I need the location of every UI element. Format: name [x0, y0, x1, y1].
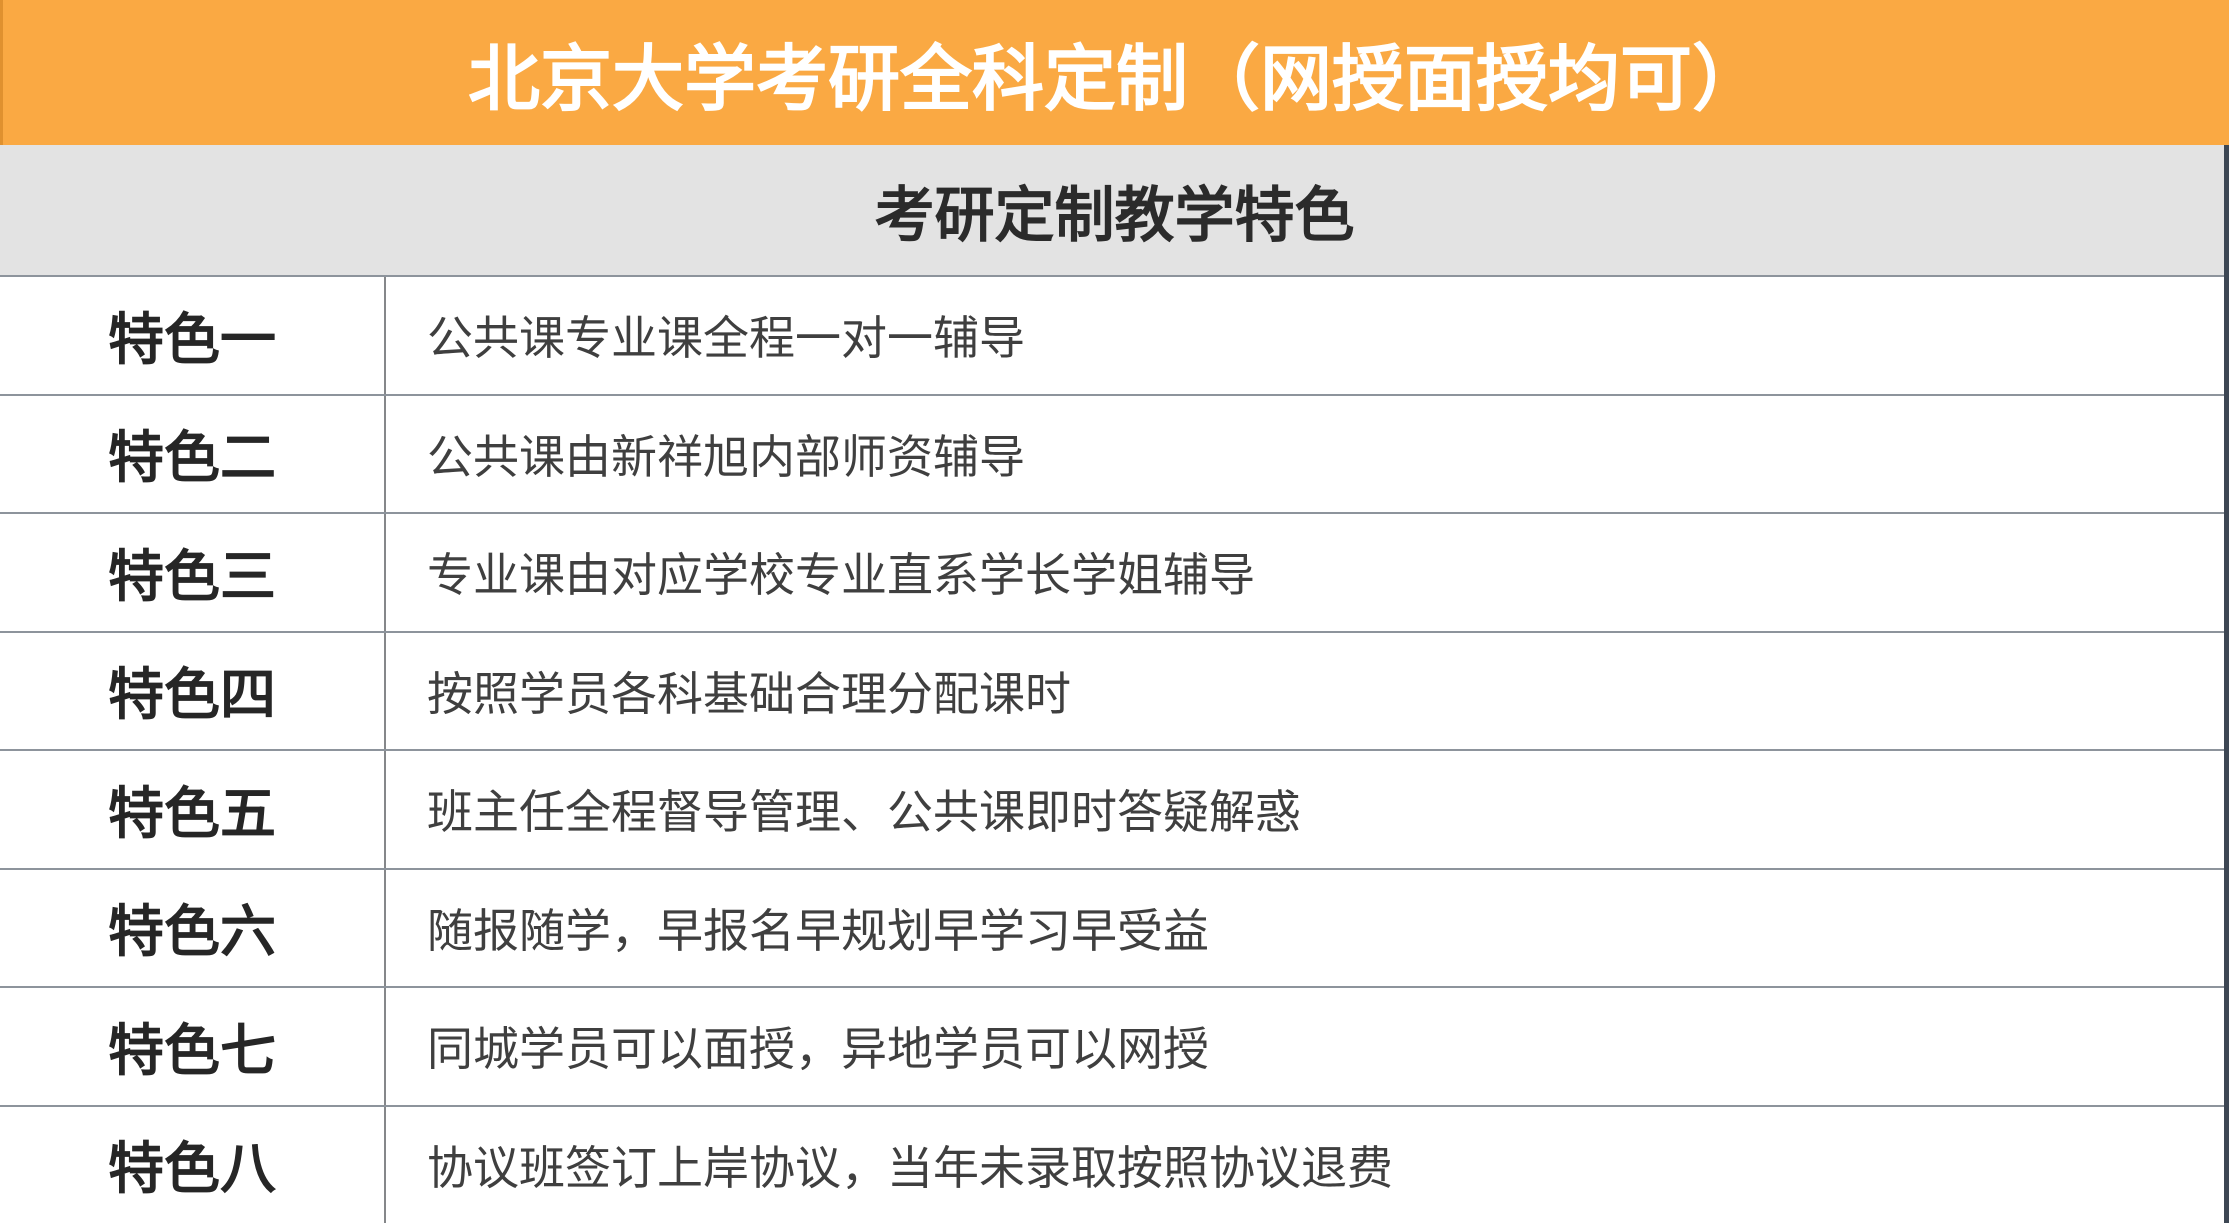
table-right-border — [2224, 145, 2229, 1223]
feature-description-cell: 随报随学，早报名早规划早学习早受益 — [386, 870, 2229, 987]
table-row: 特色八 协议班签订上岸协议，当年未录取按照协议退费 — [0, 1106, 2229, 1223]
feature-label: 特色一 — [108, 307, 276, 371]
feature-description-cell: 班主任全程督导管理、公共课即时答疑解惑 — [386, 751, 2229, 868]
table-row: 特色五 班主任全程督导管理、公共课即时答疑解惑 — [0, 751, 2229, 870]
table-row: 特色一 公共课专业课全程一对一辅导 — [0, 277, 2229, 396]
feature-description: 公共课专业课全程一对一辅导 — [427, 312, 1025, 365]
feature-label: 特色八 — [108, 1137, 276, 1201]
feature-description-cell: 专业课由对应学校专业直系学长学姐辅导 — [386, 514, 2229, 631]
banner-header: 北京大学考研全科定制（网授面授均可） — [0, 0, 2229, 145]
feature-label-cell: 特色五 — [0, 751, 386, 868]
feature-description: 随报随学，早报名早规划早学习早受益 — [427, 904, 1209, 957]
feature-label: 特色二 — [108, 426, 276, 490]
table-row: 特色七 同城学员可以面授，异地学员可以网授 — [0, 988, 2229, 1107]
table-row: 特色二 公共课由新祥旭内部师资辅导 — [0, 395, 2229, 514]
feature-table: 特色一 公共课专业课全程一对一辅导 特色二 公共课由新祥旭内部师资辅导 特色三 … — [0, 277, 2229, 1223]
feature-label-cell: 特色二 — [0, 395, 386, 512]
feature-label-cell: 特色三 — [0, 514, 386, 631]
feature-description: 协议班签订上岸协议，当年未录取按照协议退费 — [427, 1141, 1393, 1194]
feature-description-cell: 公共课专业课全程一对一辅导 — [386, 277, 2229, 394]
feature-label-cell: 特色七 — [0, 988, 386, 1105]
feature-label: 特色五 — [108, 781, 276, 845]
feature-label: 特色六 — [108, 900, 276, 964]
feature-description-cell: 协议班签订上岸协议，当年未录取按照协议退费 — [386, 1107, 2229, 1223]
section-title: 考研定制教学特色 — [874, 181, 1355, 249]
feature-label-cell: 特色一 — [0, 277, 386, 394]
feature-description-cell: 公共课由新祥旭内部师资辅导 — [386, 396, 2229, 513]
feature-description: 专业课由对应学校专业直系学长学姐辅导 — [427, 549, 1255, 602]
feature-description: 公共课由新祥旭内部师资辅导 — [427, 430, 1025, 483]
feature-label-cell: 特色四 — [0, 632, 386, 749]
feature-label: 特色四 — [108, 663, 276, 727]
feature-label: 特色七 — [108, 1018, 276, 1082]
feature-description: 按照学员各科基础合理分配课时 — [427, 667, 1071, 720]
feature-description-cell: 同城学员可以面授，异地学员可以网授 — [386, 988, 2229, 1105]
feature-description: 班主任全程督导管理、公共课即时答疑解惑 — [427, 786, 1301, 839]
feature-label-cell: 特色六 — [0, 869, 386, 986]
feature-label: 特色三 — [108, 544, 276, 608]
feature-description: 同城学员可以面授，异地学员可以网授 — [427, 1023, 1209, 1076]
table-row: 特色四 按照学员各科基础合理分配课时 — [0, 632, 2229, 751]
feature-label-cell: 特色八 — [0, 1106, 386, 1223]
section-header: 考研定制教学特色 — [0, 145, 2229, 277]
table-row: 特色三 专业课由对应学校专业直系学长学姐辅导 — [0, 514, 2229, 633]
feature-description-cell: 按照学员各科基础合理分配课时 — [386, 633, 2229, 750]
table-row: 特色六 随报随学，早报名早规划早学习早受益 — [0, 869, 2229, 988]
banner-title: 北京大学考研全科定制（网授面授均可） — [467, 40, 1764, 120]
